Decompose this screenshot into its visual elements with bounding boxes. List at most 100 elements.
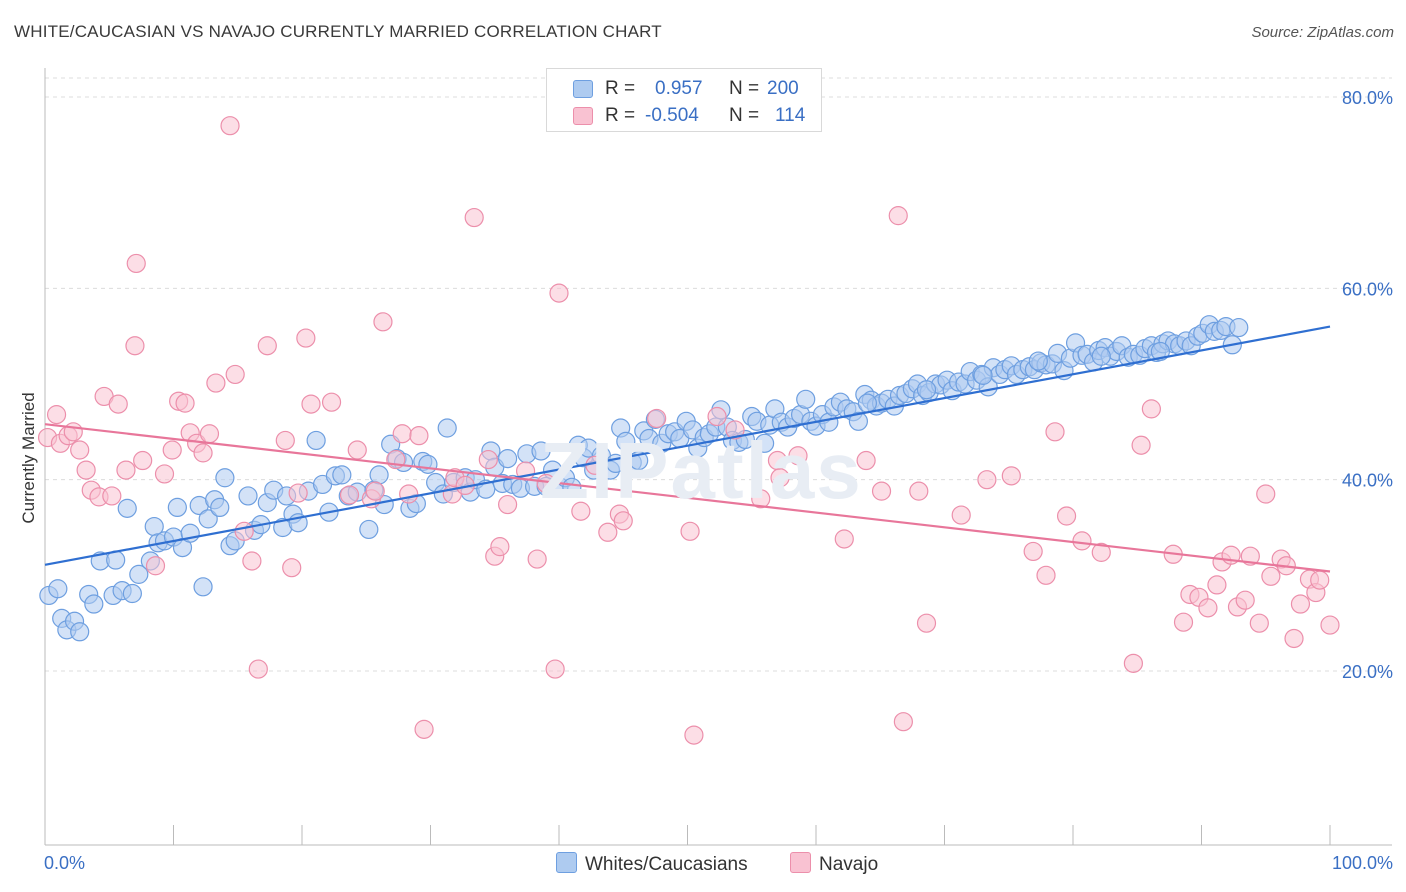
whites-point [84, 594, 104, 614]
whites-point [616, 431, 636, 451]
navajo-point [242, 551, 262, 571]
navajo-point [770, 468, 790, 488]
navajo-point [234, 521, 254, 541]
x-tick-label: 100.0% [1332, 853, 1393, 873]
navajo-point [220, 116, 240, 136]
navajo-point [916, 613, 937, 633]
navajo-point [1198, 598, 1218, 618]
legend-n-value: 114 [775, 105, 806, 126]
legend-n-label: N = [729, 105, 760, 126]
navajo-point [498, 494, 518, 515]
navajo-point [321, 392, 342, 412]
navajo-point [1001, 466, 1021, 486]
navajo-point [301, 394, 321, 414]
navajo-point [206, 373, 226, 393]
navajo-point [871, 481, 892, 501]
navajo-point [1235, 590, 1255, 610]
navajo-point [1290, 594, 1311, 614]
navajo-point [490, 537, 510, 557]
navajo-point [1240, 546, 1260, 566]
navajo-point [193, 443, 213, 463]
navajo-point [951, 505, 971, 525]
whites-point [1028, 351, 1048, 371]
y-axis-title: Currently Married [19, 392, 38, 523]
navajo-point [834, 529, 854, 549]
axes [44, 68, 1392, 846]
whites-point [167, 497, 187, 518]
y-tick-label: 80.0% [1342, 88, 1393, 108]
navajo-point [1036, 565, 1056, 585]
legend-swatch-navajo [573, 107, 593, 125]
navajo-point [409, 426, 429, 446]
whites-point [848, 411, 869, 431]
legend-n-value: 200 [767, 78, 799, 99]
whites-point [754, 433, 775, 453]
navajo-point [257, 336, 277, 356]
navajo-point [1249, 613, 1269, 633]
whites-point [306, 430, 326, 451]
navajo-point [288, 483, 308, 503]
legend-r-value: -0.504 [645, 105, 699, 126]
navajo-point [392, 424, 412, 444]
bottom-legend-label: Navajo [819, 854, 879, 875]
navajo-point [1173, 612, 1194, 632]
whites-point [215, 468, 235, 488]
whites-point [369, 465, 389, 485]
whites-point [359, 519, 379, 540]
navajo-point [199, 424, 220, 444]
whites-point [117, 498, 137, 518]
whites-point [122, 583, 142, 604]
navajo-point [893, 712, 913, 732]
bottom-legend-navajo: Navajo [790, 852, 878, 876]
navajo-trend-line [44, 423, 1331, 573]
navajo-point [296, 328, 316, 348]
navajo-point [725, 420, 745, 440]
whites-point [70, 622, 90, 642]
navajo-point [977, 470, 997, 490]
bottom-legend-whites: Whites/Caucasians [556, 852, 748, 876]
data-points [37, 116, 1340, 745]
whites-point [198, 509, 218, 529]
navajo-point [347, 440, 367, 460]
whites-point [973, 365, 993, 385]
whites-point [1150, 341, 1170, 362]
navajo-point [1310, 570, 1330, 590]
navajo-point [1207, 575, 1227, 595]
whites-point [48, 579, 68, 599]
navajo-point [154, 464, 175, 484]
legend: R = 0.957 N = 200 R = -0.504 N = 114 [546, 68, 822, 132]
navajo-point [1284, 628, 1304, 649]
legend-swatch-whites [573, 80, 593, 98]
navajo-point [1131, 435, 1151, 455]
watermark: ZIPatlas [540, 426, 863, 515]
navajo-point [133, 450, 153, 471]
navajo-point [1320, 615, 1340, 635]
navajo-point [464, 207, 484, 228]
navajo-point [365, 481, 385, 501]
navajo-point [1091, 542, 1111, 562]
bottom-legend-swatch-whites [556, 852, 577, 873]
legend-r-value: 0.957 [655, 78, 703, 99]
navajo-point [545, 659, 565, 679]
navajo-point [102, 486, 122, 506]
navajo-point [282, 558, 302, 578]
whites-point [796, 389, 816, 409]
navajo-point [248, 659, 268, 679]
whites-point [1229, 317, 1249, 338]
whites-point [238, 486, 258, 506]
whites-point [531, 441, 551, 461]
whites-trend-line [44, 325, 1331, 566]
navajo-point [1141, 399, 1161, 419]
navajo-point [63, 422, 83, 442]
navajo-point [1056, 506, 1077, 526]
navajo-point [46, 405, 67, 425]
navajo-point [145, 556, 166, 576]
whites-point [418, 454, 438, 474]
legend-r-label: R = [605, 78, 636, 99]
navajo-point [225, 364, 245, 385]
whites-point [1091, 346, 1111, 366]
y-tick-label: 20.0% [1342, 662, 1393, 682]
navajo-point [275, 430, 295, 451]
navajo-point [414, 719, 434, 739]
